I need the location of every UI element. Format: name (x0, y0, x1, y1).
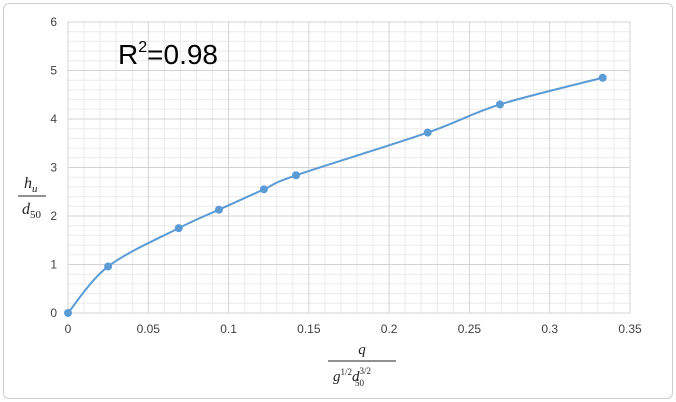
svg-text:hu: hu (24, 175, 38, 195)
x-tick-label: 0.2 (381, 322, 398, 336)
r-squared-annotation: R2=0.98 (118, 39, 218, 70)
series-points (64, 73, 607, 317)
x-tick-label: 0.3 (541, 322, 558, 336)
data-point (214, 205, 223, 214)
data-point (259, 185, 268, 194)
y-tick-label: 3 (50, 161, 57, 175)
svg-text:g1/2d3/250: g1/2d3/2 50 (333, 366, 371, 388)
y-axis-ticks: 0 1 2 3 4 5 6 (50, 15, 57, 320)
x-tick-label: 0.1 (220, 322, 237, 336)
x-tick-label: 0.15 (297, 322, 321, 336)
data-point (104, 262, 113, 271)
y-tick-label: 5 (50, 64, 57, 78)
x-tick-label: 0 (65, 322, 72, 336)
y-tick-label: 0 (50, 306, 57, 320)
x-tick-label: 0.35 (618, 322, 642, 336)
x-axis-ticks: 0 0.05 0.1 0.15 0.2 0.25 0.3 0.35 (65, 322, 642, 336)
data-point (598, 73, 607, 82)
y-tick-label: 1 (50, 258, 57, 272)
data-point (174, 224, 183, 233)
x-tick-label: 0.05 (137, 322, 161, 336)
data-point (495, 100, 504, 109)
series-line (67, 76, 603, 314)
data-point (423, 128, 432, 137)
y-tick-label: 2 (50, 209, 57, 223)
x-tick-label: 0.25 (458, 322, 482, 336)
major-gridlines (67, 21, 631, 314)
chart-frame (3, 3, 673, 399)
y-tick-label: 6 (50, 15, 57, 29)
x-axis-label: q g1/2d3/2 50 (328, 342, 396, 388)
data-point (64, 309, 72, 317)
y-tick-label: 4 (50, 112, 57, 126)
y-axis-label: hu d50 (18, 175, 46, 221)
svg-text:q: q (358, 342, 366, 358)
svg-text:d50: d50 (22, 201, 42, 221)
data-point (292, 171, 301, 180)
